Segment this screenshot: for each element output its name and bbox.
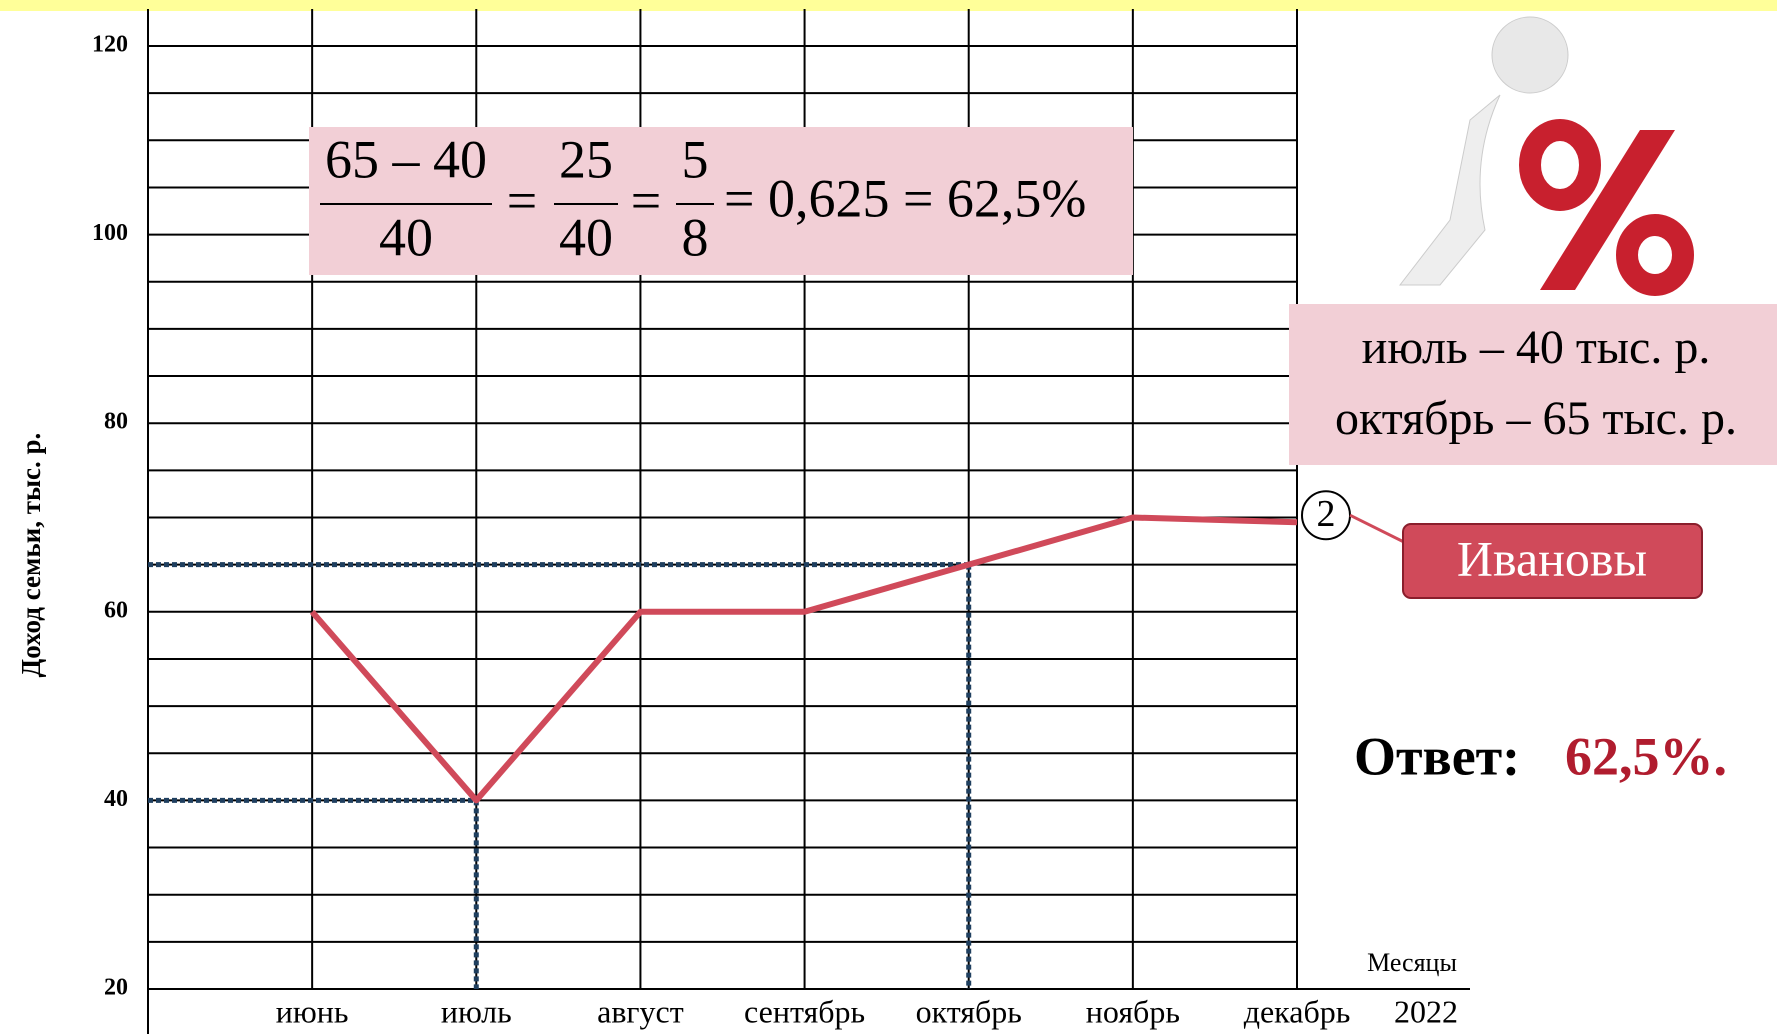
x-tick-label: август	[597, 993, 684, 1029]
y-tick-label: 100	[92, 220, 128, 246]
numerator: 65 – 40	[325, 129, 487, 189]
equals: =	[631, 170, 661, 230]
x-tick-label: октябрь	[916, 993, 1022, 1029]
chart: 20 40 60 80 100 120 июнь июль август сентябрь октя…	[0, 0, 1777, 1034]
page: {"chart_data": { "type": "line", "y_labe…	[0, 0, 1777, 1034]
y-tick-label: 80	[104, 409, 128, 435]
y-tick-label: 60	[104, 597, 128, 623]
x-axis-label: Месяцы	[1367, 948, 1457, 977]
legend-connector	[1350, 515, 1410, 545]
x-tick-label: декабрь	[1244, 993, 1351, 1029]
y-tick-label: 40	[104, 786, 128, 812]
equals: =	[507, 170, 537, 230]
percent-illustration	[1400, 17, 1683, 290]
x-tick-label: июнь	[276, 993, 349, 1029]
top-strip	[0, 0, 1777, 11]
numerator: 25	[559, 129, 613, 189]
numerator: 5	[682, 129, 709, 189]
year-label: 2022	[1394, 993, 1458, 1029]
formula-tail: = 0,625 = 62,5%	[724, 168, 1086, 228]
y-tick-label: 20	[104, 975, 128, 1001]
info-line: октябрь – 65 тыс. р.	[1335, 392, 1737, 445]
answer-value: 62,5%.	[1565, 726, 1727, 786]
denominator: 8	[682, 207, 709, 267]
y-tick-label: 120	[92, 32, 128, 58]
x-tick-label: сентябрь	[744, 993, 865, 1029]
denominator: 40	[559, 207, 613, 267]
x-tick-label: ноябрь	[1086, 993, 1180, 1029]
x-tick-label: июль	[441, 993, 512, 1029]
y-axis-label: Доход семьи, тыс. р.	[16, 433, 46, 678]
series-marker: 2	[1317, 493, 1336, 535]
denominator: 40	[379, 207, 433, 267]
answer-label: Ответ:	[1354, 726, 1520, 786]
legend-label: Ивановы	[1457, 530, 1647, 586]
info-line: июль – 40 тыс. р.	[1362, 321, 1711, 374]
